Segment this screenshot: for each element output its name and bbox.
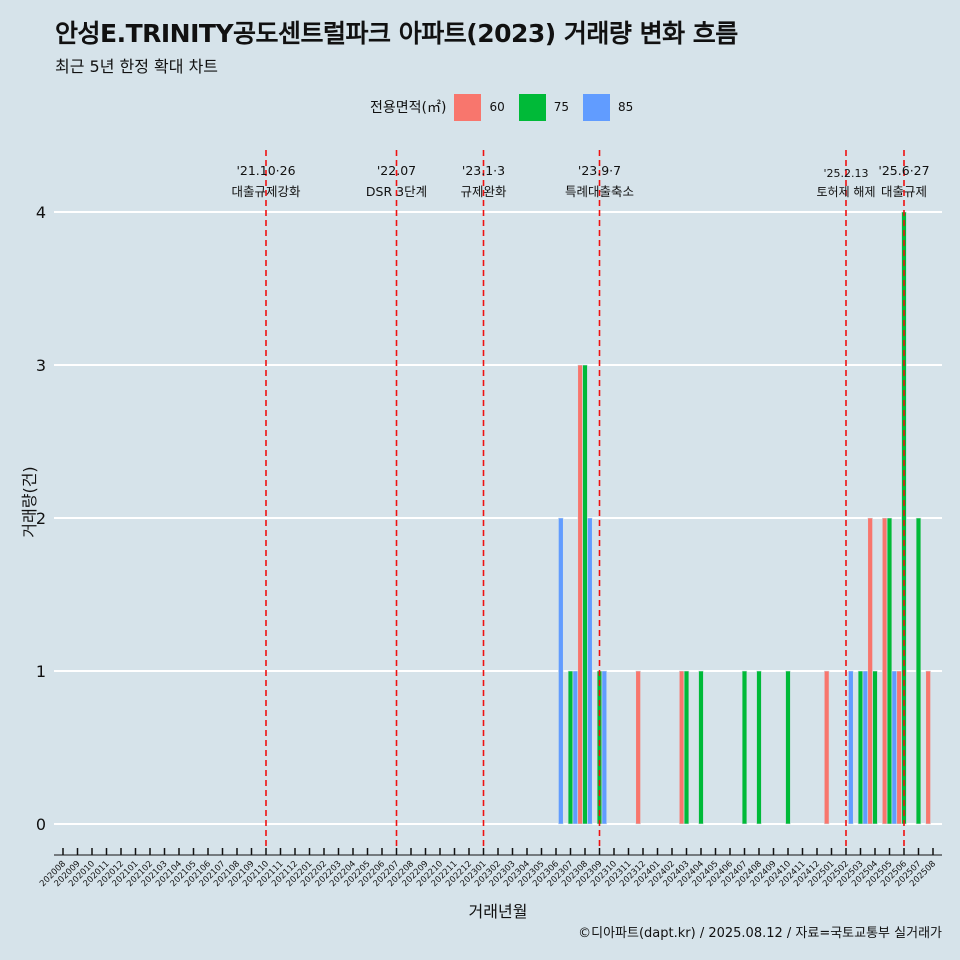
event-name-label: DSR 3단계 <box>366 184 427 199</box>
y-tick-label: 3 <box>36 356 46 375</box>
bar-85-202502 <box>848 670 854 825</box>
event-date-label: '21.10·26 <box>236 163 295 178</box>
event-date-label: '23.1·3 <box>462 163 505 178</box>
chart-subtitle: 최근 5년 한정 확대 차트 <box>55 57 219 76</box>
bar-60-202403 <box>678 670 685 825</box>
bar-85-202309 <box>601 670 608 825</box>
chart-title: 안성E.TRINITY공도센트럴파크 아파트(2023) 거래량 변화 흐름 <box>55 19 738 48</box>
event-name-label: 대출규제강화 <box>231 184 301 199</box>
event-date-label: '25.6·27 <box>878 163 929 178</box>
bar-85-202308 <box>587 517 593 825</box>
legend-label-75: 75 <box>553 100 570 114</box>
bar-85-202306 <box>558 517 564 825</box>
legend-title: 전용면적(㎡) <box>370 100 447 116</box>
legend-label-60: 60 <box>489 100 505 114</box>
y-axis-label: 거래량(건) <box>20 466 39 538</box>
legend-swatch-60 <box>454 93 482 121</box>
legend-swatch-75 <box>518 93 546 121</box>
bar-75-202505 <box>886 517 893 825</box>
bar-75-202504 <box>872 670 878 825</box>
event-name-label: 대출규제 <box>881 184 927 199</box>
event-date-label: '25.2.13 <box>823 167 868 180</box>
event-date-label: '22.07 <box>377 163 416 178</box>
bar-75-202308 <box>582 364 588 825</box>
bar-75-202410 <box>785 670 791 825</box>
bar-75-202408 <box>756 670 762 825</box>
event-date-label: '23.9·7 <box>578 163 621 178</box>
x-axis-label: 거래년월 <box>468 902 528 921</box>
legend-swatch-85 <box>583 93 611 121</box>
bar-60-202505 <box>881 517 888 825</box>
event-name-label: 규제완화 <box>460 184 507 199</box>
bar-85-202503 <box>862 670 869 825</box>
bar-60-202501 <box>823 670 830 825</box>
bar-75-202507 <box>915 517 922 825</box>
bar-60-202508 <box>925 670 931 825</box>
y-tick-label: 0 <box>36 815 46 834</box>
source-caption: ©디아파트(dapt.kr) / 2025.08.12 / 자료=국토교통부 실… <box>578 926 942 941</box>
bar-60-202504 <box>867 517 873 825</box>
bar-75-202307 <box>567 670 574 825</box>
legend-label-85: 85 <box>618 100 634 114</box>
bar-75-202407 <box>741 670 748 825</box>
bar-85-202307 <box>572 670 579 825</box>
y-tick-label: 2 <box>36 509 46 528</box>
legend: 전용면적(㎡) 60 75 85 <box>370 93 647 121</box>
bar-60-202506 <box>896 670 902 825</box>
event-name-label: 토허제 해제 <box>816 185 875 199</box>
y-tick-label: 4 <box>36 203 46 222</box>
bar-75-202403 <box>683 670 690 825</box>
bar-60-202312 <box>635 670 641 825</box>
event-name-label: 특례대출축소 <box>565 184 634 199</box>
y-tick-label: 1 <box>36 662 46 681</box>
bar-75-202503 <box>857 670 864 825</box>
bar-75-202404 <box>698 670 704 825</box>
bar-85-202505 <box>891 670 898 825</box>
bar-60-202308 <box>577 364 583 825</box>
